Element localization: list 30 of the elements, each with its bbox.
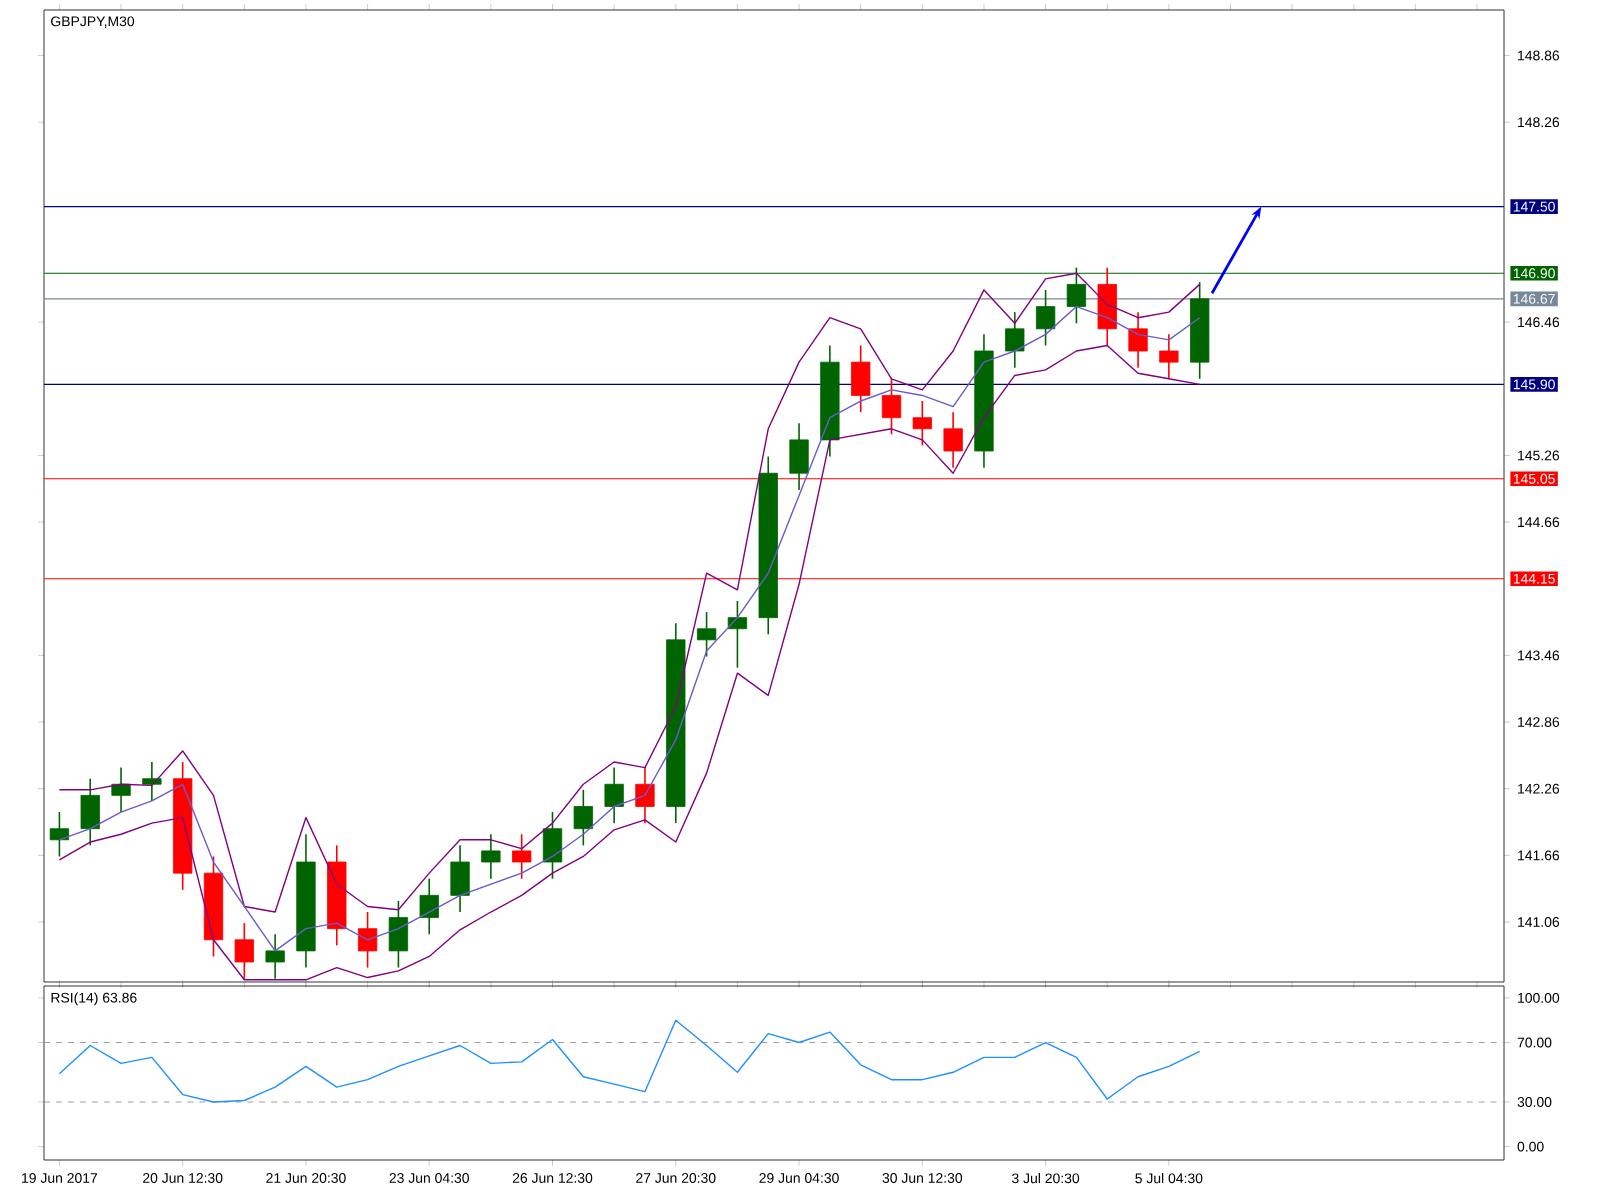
candlestick [357,911,378,969]
candlestick [943,411,963,469]
candlestick [727,600,748,669]
candlestick [80,777,100,847]
candlestick [481,833,501,880]
candlestick [635,766,655,824]
candlestick [1097,266,1117,347]
candlestick [1035,289,1056,347]
candlestick [696,611,717,658]
candlestick [234,922,254,980]
candlestick [419,877,439,936]
line-series [58,1019,1201,1103]
candlestick [1066,266,1087,325]
candlestick [851,344,871,413]
candlestick [1128,311,1148,369]
candlestick [1005,311,1025,369]
candlestick [1159,333,1179,380]
candlestick [142,761,162,802]
candlestick [912,400,932,447]
candlestick [604,766,624,824]
candlestick [265,933,285,980]
candlestick [450,844,470,913]
candlestick [111,766,131,813]
candlestick [388,900,409,969]
candlestick [49,811,70,858]
candlestick [542,811,563,880]
candlestick [573,789,593,847]
candlestick [512,833,532,880]
candlestick [789,422,809,491]
candlestick [881,378,902,436]
